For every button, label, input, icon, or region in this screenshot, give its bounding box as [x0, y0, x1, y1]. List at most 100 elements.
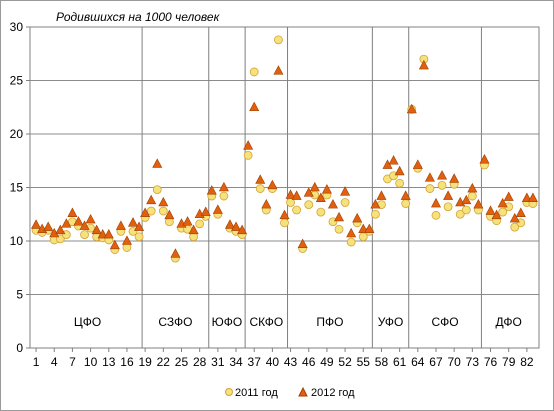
point-2012 [121, 235, 132, 245]
series-1 [31, 59, 538, 258]
x-tick-label-43: 43 [284, 355, 298, 369]
point-2012 [291, 190, 302, 200]
y-tick-label-5: 5 [16, 288, 23, 302]
point-2012 [243, 140, 254, 150]
point-2012 [200, 206, 211, 216]
point-2012 [430, 197, 441, 208]
region-boundaries [141, 27, 482, 348]
x-tick-label-76: 76 [484, 355, 498, 369]
point-2012 [170, 248, 181, 258]
point-2012 [515, 207, 526, 217]
region-label: ЮФО [212, 315, 243, 329]
x-tick-label-28: 28 [193, 355, 207, 369]
point-2012 [218, 181, 229, 192]
point-2011 [134, 232, 144, 242]
point-2012 [134, 221, 145, 231]
point-2011 [316, 207, 326, 217]
x-tick-label-31: 31 [211, 355, 225, 369]
point-2011 [437, 180, 447, 190]
point-2012 [412, 159, 423, 169]
point-2011 [274, 35, 283, 45]
point-2012 [491, 209, 502, 220]
point-2012 [461, 194, 472, 205]
y-tick-label-25: 25 [10, 74, 24, 88]
region-labels: ЦФО СЗФО ЮФО СКФО ПФО УФО СФО ДФО [74, 315, 522, 329]
point-2012 [43, 221, 54, 231]
x-tick-label-52: 52 [338, 355, 352, 369]
point-2012 [152, 158, 163, 168]
point-2012 [400, 190, 411, 200]
point-2012 [224, 219, 235, 229]
x-tick-label-49: 49 [320, 355, 334, 369]
point-2012 [509, 212, 520, 223]
point-2012 [285, 189, 296, 199]
region-label: ЦФО [74, 315, 101, 329]
point-2012 [358, 223, 369, 234]
x-tick-label-70: 70 [447, 355, 461, 369]
point-2011 [158, 206, 168, 216]
y-tick-label-30: 30 [10, 20, 24, 34]
x-tick-label-46: 46 [302, 355, 316, 369]
point-2012 [321, 183, 332, 194]
point-2011 [219, 191, 229, 201]
point-2012 [109, 239, 120, 250]
point-2012 [485, 205, 496, 215]
point-2011 [346, 237, 356, 247]
point-2012 [376, 190, 387, 200]
point-2012 [206, 185, 217, 195]
x-tick-label-40: 40 [266, 355, 280, 369]
point-2012 [146, 194, 157, 205]
x-tick-label-34: 34 [229, 355, 243, 369]
point-2012 [467, 182, 478, 193]
point-2012 [334, 211, 345, 222]
point-2012 [67, 207, 78, 217]
point-2012 [255, 174, 266, 184]
legend-label-2011: 2011 год [235, 387, 278, 399]
point-2011 [510, 222, 520, 232]
point-2011 [243, 150, 253, 160]
x-tick-label-58: 58 [375, 355, 389, 369]
point-2012 [91, 224, 102, 235]
x-tick-label-64: 64 [411, 355, 425, 369]
point-2012 [103, 228, 114, 239]
point-2012 [503, 191, 514, 201]
point-2012 [315, 192, 326, 202]
point-2011 [498, 207, 508, 217]
point-2012 [261, 198, 272, 209]
x-tick-label-7: 7 [69, 355, 76, 369]
point-2012 [182, 216, 193, 226]
x-tick-label-37: 37 [248, 355, 262, 369]
point-2012 [497, 197, 508, 208]
point-2011 [467, 191, 477, 201]
x-tick-label-13: 13 [102, 355, 116, 369]
point-2011 [395, 178, 405, 188]
point-2012 [55, 224, 66, 235]
point-2011 [334, 224, 344, 234]
point-2012 [128, 217, 139, 227]
point-2012 [424, 172, 435, 182]
point-2011 [304, 200, 314, 210]
region-label: ДФО [496, 315, 522, 329]
point-2012 [340, 186, 351, 196]
point-2012 [79, 220, 90, 230]
point-2012 [267, 179, 278, 190]
point-2011 [401, 199, 411, 208]
region-label: УФО [378, 315, 404, 329]
point-2012 [327, 198, 338, 209]
point-2012 [237, 224, 248, 235]
x-tick-label-82: 82 [520, 355, 534, 369]
legend-marker-2012 [298, 386, 308, 397]
point-2012 [473, 198, 484, 209]
x-tick-label-10: 10 [84, 355, 98, 369]
point-2012 [346, 227, 357, 238]
point-2011 [340, 198, 350, 207]
point-2012 [437, 170, 448, 180]
x-tick-label-55: 55 [357, 355, 371, 369]
point-2011 [370, 209, 380, 219]
legend-marker-2011 [225, 388, 233, 396]
y-axis: 0 5 10 15 20 25 30 [10, 20, 30, 355]
region-label: СКФО [249, 315, 283, 329]
point-2011 [280, 218, 289, 228]
point-2012 [97, 228, 108, 239]
